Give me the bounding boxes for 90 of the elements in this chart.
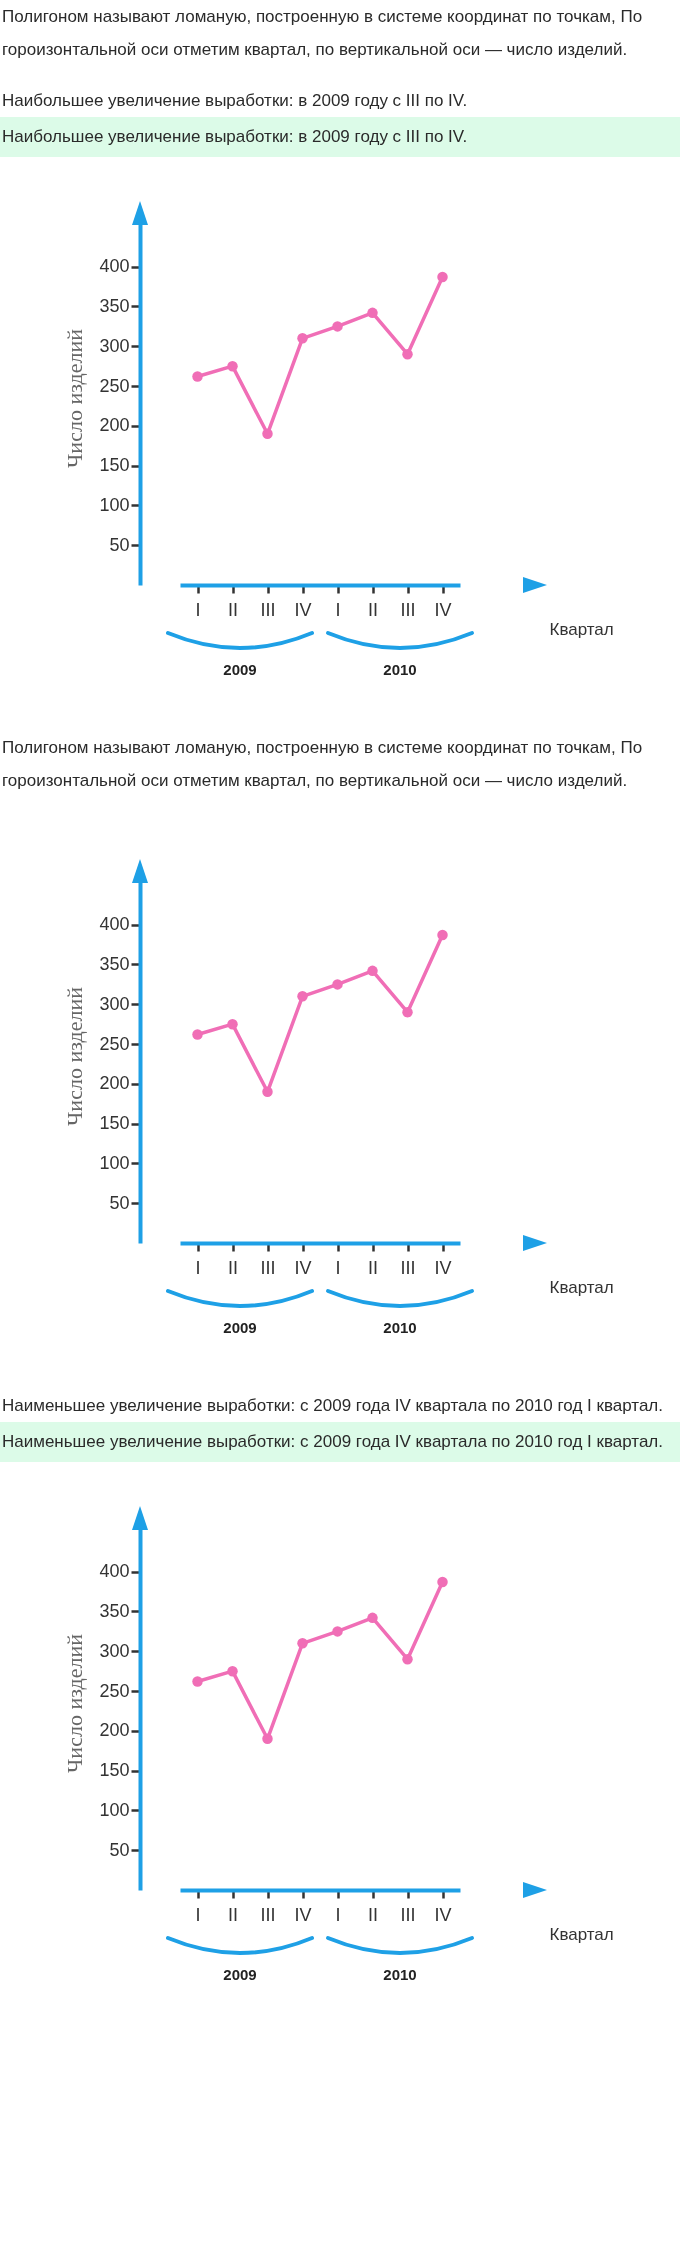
chart-subtitle: Наибольшее увеличение выработки: в 2009 году с III по IV. <box>0 117 680 157</box>
text: 2010 <box>383 1319 417 1336</box>
y-tick-label: 150 <box>99 1760 130 1781</box>
text: 2009 <box>223 661 257 678</box>
text: 2010 <box>383 1966 417 1983</box>
x-tick-label: IV <box>434 1904 452 1925</box>
point <box>227 1665 238 1677</box>
x-tick-label: IV <box>294 1257 312 1278</box>
y-axis-title: Число изделий <box>62 1633 88 1773</box>
x-tick-label: I <box>195 1904 201 1925</box>
point <box>402 1654 413 1665</box>
x-tick-label: I <box>195 1257 201 1278</box>
x-tick-label: II <box>367 1257 379 1278</box>
x-tick-label: II <box>227 1904 239 1925</box>
chart-title: Наибольшее увеличение выработки: в 2009 году с III по IV. <box>1 90 469 112</box>
y-tick-label: 50 <box>109 534 130 555</box>
x-tick-label: IV <box>294 1904 312 1925</box>
point <box>192 1029 203 1040</box>
point <box>192 1676 203 1687</box>
chart-subtitle: Наименьшее увеличение выработки: с 2009 года IV квартала по 2010 год I квартал. <box>0 1422 680 1462</box>
point <box>262 428 273 440</box>
x-tick-label: III <box>260 1904 276 1925</box>
text: Полигоном называют ломаную, построенную в системе координат по точкам, По гороизонтальной оси отметим квартал, по вертикальной оси — число изделий. <box>1 737 644 792</box>
y-tick-label: 100 <box>99 1152 130 1173</box>
y-tick-label: 200 <box>99 415 130 436</box>
point <box>227 360 238 372</box>
point <box>297 1638 308 1649</box>
text: Полигоном называют ломаную, построенную в системе координат по точкам, По гороизонтальной оси отметим квартал, по вертикальной оси — число изделий. <box>1 6 644 61</box>
point <box>437 271 448 283</box>
y-tick-label: 300 <box>99 1640 130 1661</box>
point <box>332 321 343 332</box>
x-tick-label: I <box>195 599 201 620</box>
x-axis-title: Квартал <box>549 619 614 639</box>
text: 2009 <box>223 1319 257 1336</box>
text: 2010 <box>383 661 417 678</box>
x-tick-label: IV <box>434 599 452 620</box>
point <box>297 991 308 1002</box>
y-tick-label: 50 <box>109 1839 130 1860</box>
y-tick-label: 100 <box>99 1799 130 1820</box>
y-tick-label: 300 <box>99 993 130 1014</box>
x-tick-label: IV <box>294 599 312 620</box>
y-tick-label: 350 <box>99 1600 130 1621</box>
chart-title: Наименьшее увеличение выработки: с 2009 года IV квартала по 2010 год I квартал. <box>1 1395 664 1417</box>
point <box>367 1612 378 1624</box>
x-tick-label: II <box>227 1257 239 1278</box>
y-axis-title: Число изделий <box>62 986 88 1126</box>
x-tick-label: II <box>367 599 379 620</box>
point <box>367 307 378 319</box>
x-tick-label: IV <box>434 1257 452 1278</box>
y-tick-label: 250 <box>99 1033 130 1054</box>
point <box>192 371 203 382</box>
y-tick-label: 50 <box>109 1192 130 1213</box>
x-axis-title: Квартал <box>549 1924 614 1944</box>
point <box>332 979 343 990</box>
y-axis-title: Число изделий <box>62 328 88 468</box>
point <box>402 1007 413 1018</box>
text: 2009 <box>223 1966 257 1983</box>
y-tick-label: 350 <box>99 953 130 974</box>
point <box>262 1733 273 1745</box>
y-tick-label: 300 <box>99 335 130 356</box>
y-tick-label: 200 <box>99 1073 130 1094</box>
point <box>227 1018 238 1030</box>
x-tick-label: III <box>400 1257 416 1278</box>
x-tick-label: III <box>260 599 276 620</box>
x-tick-label: I <box>335 1257 341 1278</box>
x-tick-label: II <box>227 599 239 620</box>
x-tick-label: III <box>400 1904 416 1925</box>
point <box>332 1626 343 1637</box>
point <box>262 1086 273 1098</box>
y-tick-label: 100 <box>99 494 130 515</box>
y-tick-label: 150 <box>99 455 130 476</box>
point <box>437 929 448 941</box>
y-tick-label: 350 <box>99 295 130 316</box>
x-axis-title: Квартал <box>549 1277 614 1297</box>
point <box>297 333 308 344</box>
point <box>402 349 413 360</box>
x-tick-label: I <box>335 1904 341 1925</box>
y-tick-label: 200 <box>99 1720 130 1741</box>
point <box>367 965 378 977</box>
y-tick-label: 250 <box>99 1680 130 1701</box>
y-tick-label: 150 <box>99 1113 130 1134</box>
y-tick-label: 400 <box>99 256 130 277</box>
x-tick-label: III <box>260 1257 276 1278</box>
y-tick-label: 400 <box>99 1561 130 1582</box>
y-tick-label: 400 <box>99 914 130 935</box>
x-tick-label: I <box>335 599 341 620</box>
point <box>437 1576 448 1588</box>
x-tick-label: II <box>367 1904 379 1925</box>
y-tick-label: 250 <box>99 375 130 396</box>
x-tick-label: III <box>400 599 416 620</box>
